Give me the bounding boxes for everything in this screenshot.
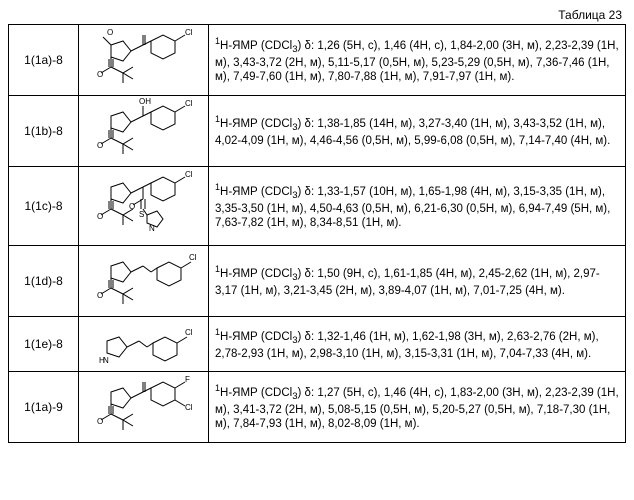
svg-text:O: O [107,28,113,37]
nmr-data: 1H-ЯМР (CDCl3) δ: 1,50 (9H, с), 1,61-1,8… [209,246,626,317]
structure-cell: F Cl O [79,372,209,443]
svg-text:Cl: Cl [185,99,193,108]
svg-text:O: O [129,202,135,211]
table-row: 1(1a)-8 Cl O O 1H-ЯМР (CDCl3) δ: 1,26 (5H, с… [9,25,626,96]
table-caption: Таблица 23 [8,8,626,22]
compound-id: 1(1a)-9 [9,372,79,443]
svg-text:O: O [97,212,103,221]
svg-text:O: O [97,70,103,79]
compound-id: 1(1a)-8 [9,25,79,96]
table-row: 1(1e)-8NHCl1H-ЯМР (CDCl3) δ: 1,32-1,46 (… [9,317,626,372]
compound-table: 1(1a)-8 Cl O O 1H-ЯМР (CDCl3) δ: 1,26 (5H, с… [8,24,626,443]
compound-id: 1(1e)-8 [9,317,79,372]
structure-cell: NHCl [79,317,209,372]
table-row: 1(1a)-9 F Cl O 1H-ЯМР (CDCl3) δ: 1,27 (5H, с… [9,372,626,443]
compound-id: 1(1b)-8 [9,96,79,167]
svg-text:H: H [99,356,105,365]
svg-text:Cl: Cl [185,28,193,37]
svg-text:Cl: Cl [185,170,193,179]
table-row: 1(1d)-8 Cl O 1H-ЯМР (CDCl3) δ: 1,50 (9H, с)… [9,246,626,317]
nmr-data: 1H-ЯМР (CDCl3) δ: 1,27 (5H, с), 1,46 (4H… [209,372,626,443]
svg-text:Cl: Cl [189,253,197,262]
table-row: 1(1b)-8 Cl OH O 1H-ЯМР (CDCl3) δ: 1,38-1,85 … [9,96,626,167]
svg-text:F: F [185,375,190,384]
structure-cell: ClOSNO [79,167,209,246]
svg-text:S: S [139,210,144,219]
svg-text:OH: OH [139,98,151,106]
nmr-data: 1H-ЯМР (CDCl3) δ: 1,38-1,85 (14H, м), 3,… [209,96,626,167]
svg-text:N: N [149,224,155,233]
nmr-data: 1H-ЯМР (CDCl3) δ: 1,26 (5H, с), 1,46 (4H… [209,25,626,96]
compound-id: 1(1c)-8 [9,167,79,246]
structure-cell: Cl OH O [79,96,209,167]
svg-text:Cl: Cl [185,403,193,412]
table-row: 1(1c)-8ClOSNO1H-ЯМР (CDCl3) δ: 1,33-1,57… [9,167,626,246]
svg-text:O: O [97,417,103,426]
svg-text:O: O [97,141,103,150]
svg-text:O: O [97,291,103,300]
nmr-data: 1H-ЯМР (CDCl3) δ: 1,32-1,46 (1H, м), 1,6… [209,317,626,372]
nmr-data: 1H-ЯМР (CDCl3) δ: 1,33-1,57 (10H, м), 1,… [209,167,626,246]
structure-cell: Cl O O [79,25,209,96]
compound-id: 1(1d)-8 [9,246,79,317]
structure-cell: Cl O [79,246,209,317]
svg-text:Cl: Cl [185,328,193,337]
